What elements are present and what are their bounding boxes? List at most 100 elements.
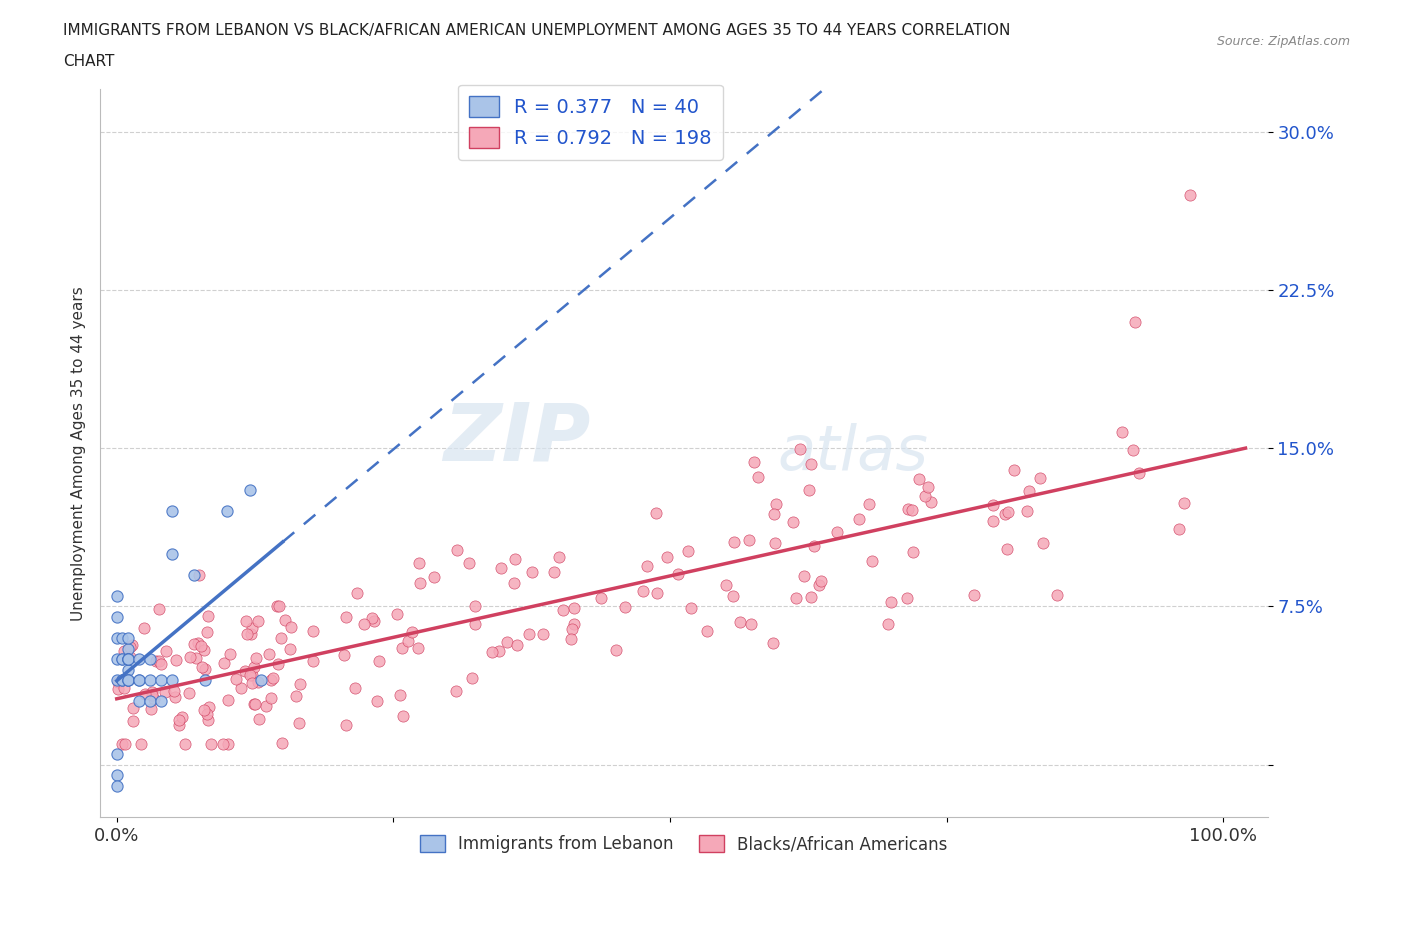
Point	[105, 652, 128, 667]
Point	[150, 694, 173, 709]
Point	[254, 698, 277, 713]
Point	[737, 533, 759, 548]
Point	[560, 631, 582, 646]
Point	[238, 483, 260, 498]
Point	[217, 504, 239, 519]
Point	[121, 701, 143, 716]
Point	[1180, 188, 1202, 203]
Point	[1002, 462, 1025, 477]
Point	[730, 614, 752, 629]
Point	[335, 609, 357, 624]
Point	[132, 620, 155, 635]
Point	[1015, 504, 1038, 519]
Point	[681, 601, 703, 616]
Point	[461, 671, 484, 685]
Point	[141, 684, 163, 699]
Point	[920, 494, 942, 509]
Point	[111, 631, 134, 645]
Point	[169, 712, 191, 727]
Point	[117, 662, 139, 677]
Point	[193, 643, 215, 658]
Point	[149, 657, 172, 671]
Point	[194, 672, 217, 687]
Point	[917, 480, 939, 495]
Point	[267, 599, 290, 614]
Point	[1029, 471, 1052, 485]
Point	[148, 654, 170, 669]
Point	[995, 541, 1018, 556]
Point	[247, 711, 270, 726]
Point	[239, 627, 262, 642]
Point	[763, 536, 786, 551]
Point	[236, 627, 259, 642]
Point	[488, 644, 510, 658]
Point	[860, 553, 883, 568]
Point	[197, 699, 219, 714]
Point	[145, 654, 167, 669]
Point	[762, 635, 785, 650]
Point	[179, 649, 201, 664]
Point	[262, 671, 284, 685]
Point	[401, 624, 423, 639]
Point	[896, 591, 918, 606]
Point	[406, 641, 429, 656]
Point	[155, 684, 177, 699]
Point	[271, 736, 294, 751]
Point	[589, 591, 612, 605]
Point	[160, 546, 183, 561]
Point	[901, 544, 924, 559]
Point	[217, 737, 239, 751]
Point	[1128, 465, 1150, 480]
Point	[183, 636, 205, 651]
Point	[128, 652, 150, 667]
Point	[240, 667, 263, 682]
Point	[260, 672, 283, 687]
Point	[740, 617, 762, 631]
Point	[880, 594, 903, 609]
Point	[111, 672, 134, 687]
Point	[505, 551, 527, 566]
Point	[121, 713, 143, 728]
Point	[631, 583, 654, 598]
Point	[235, 613, 257, 628]
Point	[117, 652, 139, 667]
Point	[1122, 442, 1144, 457]
Point	[187, 567, 209, 582]
Point	[165, 652, 187, 667]
Point	[562, 617, 585, 631]
Point	[274, 613, 297, 628]
Point	[332, 648, 354, 663]
Point	[117, 652, 139, 667]
Point	[981, 498, 1004, 512]
Point	[177, 685, 200, 700]
Point	[111, 737, 134, 751]
Point	[194, 662, 217, 677]
Point	[128, 694, 150, 709]
Point	[793, 569, 815, 584]
Point	[346, 586, 368, 601]
Point	[191, 659, 214, 674]
Point	[117, 672, 139, 687]
Point	[446, 542, 468, 557]
Point	[257, 646, 280, 661]
Text: IMMIGRANTS FROM LEBANON VS BLACK/AFRICAN AMERICAN UNEMPLOYMENT AMONG AGES 35 TO : IMMIGRANTS FROM LEBANON VS BLACK/AFRICAN…	[63, 23, 1011, 38]
Point	[613, 600, 636, 615]
Point	[114, 644, 136, 658]
Point	[197, 712, 219, 727]
Point	[105, 631, 128, 645]
Point	[290, 676, 312, 691]
Point	[267, 657, 290, 671]
Point	[117, 672, 139, 687]
Point	[489, 561, 512, 576]
Point	[121, 637, 143, 652]
Point	[225, 671, 247, 686]
Point	[344, 681, 367, 696]
Point	[810, 574, 832, 589]
Point	[543, 565, 565, 579]
Point	[900, 502, 922, 517]
Point	[174, 737, 197, 751]
Point	[247, 674, 270, 689]
Text: atlas: atlas	[778, 423, 928, 484]
Point	[553, 602, 575, 617]
Point	[391, 641, 413, 656]
